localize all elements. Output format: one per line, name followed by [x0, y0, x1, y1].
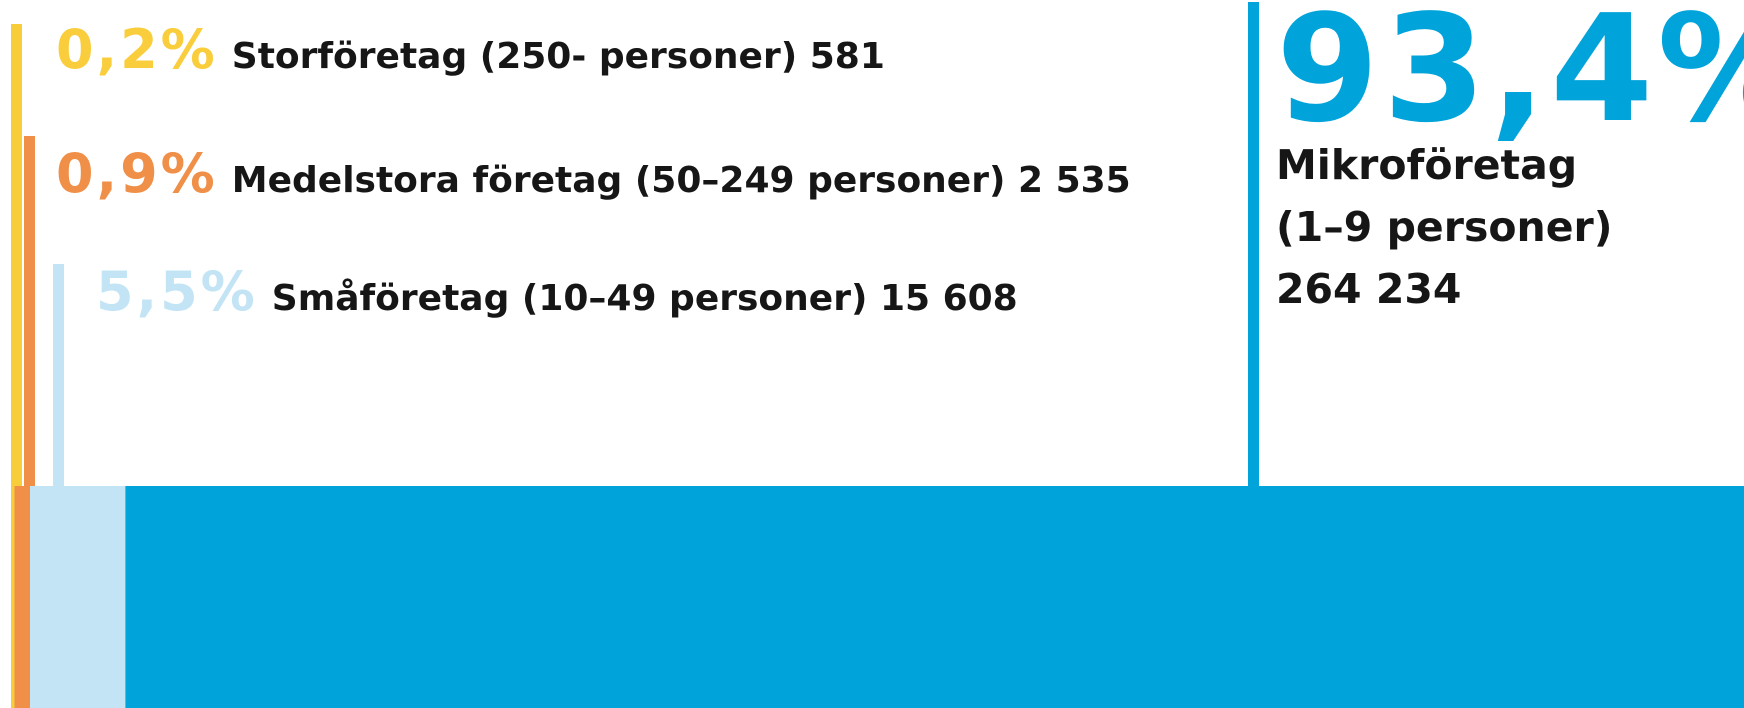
- segment-count: 581: [809, 36, 885, 77]
- bar-segment: [11, 486, 15, 708]
- segment-name: Medelstora företag (50–249 personer): [231, 160, 1006, 201]
- leader-line: [24, 136, 35, 486]
- segment-count: 264 234: [1276, 265, 1462, 313]
- segment-name: Mikroföretag (1–9 personer): [1276, 141, 1613, 251]
- segment-count: 15 608: [879, 278, 1018, 319]
- bar-segment: [30, 486, 126, 708]
- segment-label: 93,4%Mikroföretag (1–9 personer) 264 234: [1276, 0, 1744, 320]
- bar-segment: [14, 486, 31, 708]
- segment-label: 5,5% Småföretag (10–49 personer) 15 608: [96, 260, 1018, 323]
- segment-name: Storföretag (250- personer): [231, 36, 798, 77]
- percent-label: 0,9%: [56, 142, 218, 205]
- leader-line: [1248, 2, 1259, 486]
- bar-segment: [125, 486, 1744, 708]
- percent-label: 5,5%: [96, 260, 258, 323]
- segment-label: 0,9% Medelstora företag (50–249 personer)…: [56, 142, 1131, 205]
- percent-label: 93,4%: [1276, 0, 1744, 155]
- segment-label: 0,2% Storföretag (250- personer) 581: [56, 18, 885, 81]
- segment-name: Småföretag (10–49 personer): [271, 278, 868, 319]
- percent-label: 0,2%: [56, 18, 218, 81]
- leader-line: [53, 264, 64, 486]
- segment-count: 2 535: [1017, 160, 1131, 201]
- leader-line: [11, 24, 22, 486]
